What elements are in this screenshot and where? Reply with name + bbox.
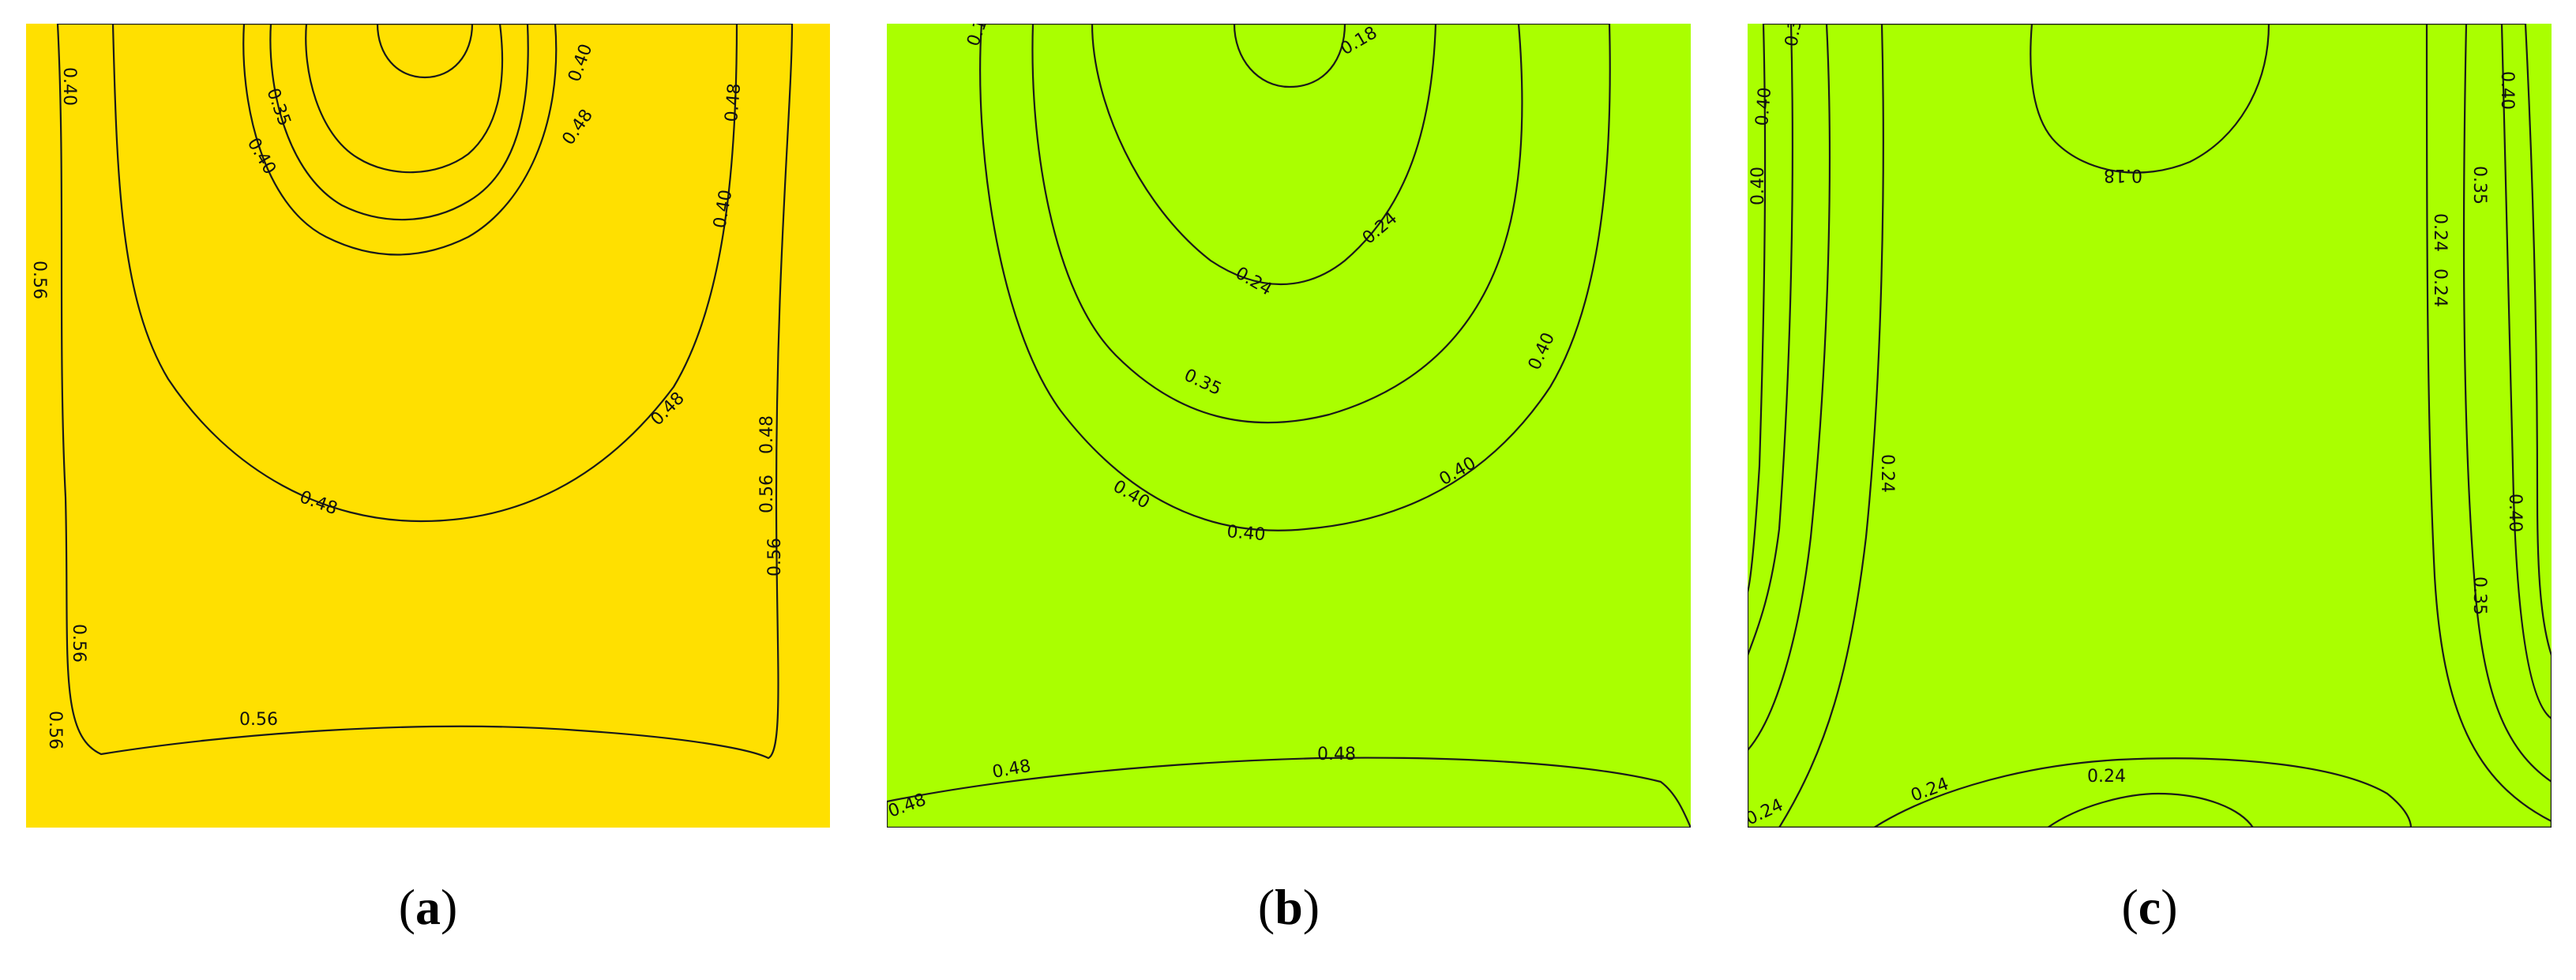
contour-plot-a: 0.40 0.35 0.40 0.40 0.48 0.48 0.40 0.48 … xyxy=(26,24,830,828)
contour-panel-a: 0.40 0.35 0.40 0.40 0.48 0.48 0.40 0.48 … xyxy=(26,24,830,828)
caption-letter: b xyxy=(1275,879,1303,935)
contour-label: 0.40 xyxy=(59,67,79,106)
contour-region-5 xyxy=(305,24,504,174)
contour-label: 0.35 xyxy=(2469,166,2489,205)
caption-close: ) xyxy=(2161,879,2178,935)
contour-region-3 xyxy=(242,24,558,256)
caption-open: ( xyxy=(2121,879,2139,935)
contour-label: 0.48 xyxy=(1317,745,1356,764)
contour-label: 0.56 xyxy=(45,711,65,749)
contour-label: 0.24 xyxy=(2430,213,2450,252)
contour-region-3 xyxy=(1748,24,2552,828)
contour-region-2 xyxy=(1748,24,2552,828)
contour-label: 0.48 xyxy=(722,83,745,123)
contour-region-bottom xyxy=(1872,757,2413,828)
contour-region-1 xyxy=(1748,24,2552,828)
contour-region-3 xyxy=(1091,24,1437,285)
contour-core xyxy=(1233,24,1346,88)
caption-open: ( xyxy=(1257,879,1275,935)
caption-open: ( xyxy=(398,879,415,935)
contour-label: 0.40 xyxy=(1748,167,1768,205)
contour-region-2 xyxy=(1031,24,1523,424)
caption-close: ) xyxy=(1302,879,1320,935)
contour-label: 0.40 xyxy=(2497,71,2517,110)
contour-plot-c: 0.35 0.40 0.40 0.18 0.40 0.35 0.24 0.24 … xyxy=(1748,24,2552,828)
contour-label: 0.48 xyxy=(757,415,777,454)
contour-panel-b: 0.18 0.18 0.24 0.24 0.35 0.40 0.40 0.40 … xyxy=(887,24,1691,828)
contour-label: 0.56 xyxy=(69,624,88,663)
contour-label: 0.40 xyxy=(1226,522,1266,545)
contour-region-bottom xyxy=(887,757,1691,828)
contour-label: 0.40 xyxy=(2505,494,2525,532)
contour-label: 0.56 xyxy=(239,710,278,730)
contour-region-1 xyxy=(979,24,1611,531)
region-outer xyxy=(26,24,830,828)
contour-label: 0.56 xyxy=(29,261,49,299)
contour-region-4 xyxy=(1778,24,2552,828)
contour-region-1 xyxy=(56,24,794,760)
contour-label: 0.24 xyxy=(2430,268,2450,307)
contour-label: 0.24 xyxy=(2087,767,2126,787)
caption-b: (b) xyxy=(887,878,1691,937)
contour-plot-b: 0.18 0.18 0.24 0.24 0.35 0.40 0.40 0.40 … xyxy=(887,24,1691,828)
contour-label: 0.56 xyxy=(757,475,777,513)
contour-region-bottom-inner xyxy=(2046,792,2255,828)
contour-region-2 xyxy=(111,24,738,523)
caption-c: (c) xyxy=(1748,878,2552,937)
contour-region-4 xyxy=(269,24,529,221)
contour-panel-c: 0.35 0.40 0.40 0.18 0.40 0.35 0.24 0.24 … xyxy=(1748,24,2552,828)
contour-label: 0.24 xyxy=(1877,454,1897,493)
region-outer xyxy=(1748,24,2552,828)
caption-close: ) xyxy=(441,879,458,935)
region-outer xyxy=(887,24,1691,828)
caption-a: (a) xyxy=(26,878,830,937)
caption-letter: c xyxy=(2138,879,2161,935)
contour-core xyxy=(2030,24,2270,174)
contour-label: 0.40 xyxy=(1752,87,1775,127)
contour-label: 0.56 xyxy=(765,538,785,576)
contour-label: 0.18 xyxy=(2104,165,2142,185)
contour-label: 0.35 xyxy=(2469,576,2489,615)
caption-letter: a xyxy=(415,879,441,935)
contour-core xyxy=(376,24,474,79)
